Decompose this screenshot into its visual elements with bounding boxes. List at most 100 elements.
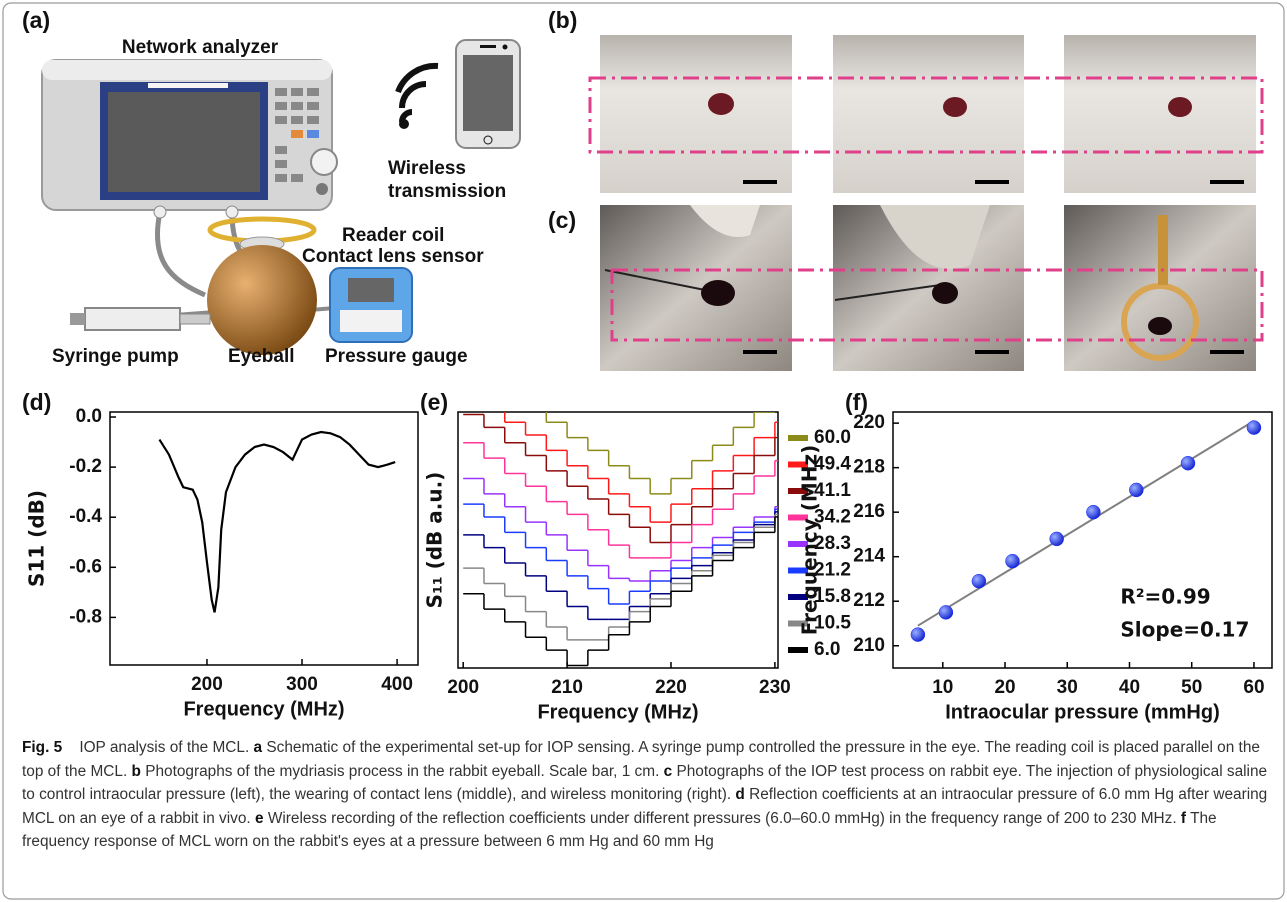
caption-title: IOP analysis of the MCL. <box>79 739 250 756</box>
y-tick-label: 212 <box>853 590 885 611</box>
legend-label: 60.0 <box>814 427 851 448</box>
legend-label: 10.5 <box>814 613 851 634</box>
x-axis-label: Intraocular pressure (mmHg) <box>945 701 1220 723</box>
y-tick-label: -0.4 <box>69 506 102 527</box>
schematic-label: Pressure gauge <box>325 346 468 367</box>
schematic-label: Eyeball <box>228 346 295 367</box>
legend-swatch <box>788 647 808 653</box>
y-axis-label: S₁₁ (dB a.u.) <box>423 472 447 609</box>
caption-item-label: a <box>253 739 263 756</box>
legend-label: 28.3 <box>814 533 851 554</box>
x-tick-label: 20 <box>994 677 1015 698</box>
data-line <box>158 430 396 613</box>
x-tick-label: 10 <box>932 677 953 698</box>
panel-label: (b) <box>548 7 577 33</box>
legend-label: 41.1 <box>814 480 851 501</box>
data-point <box>1086 504 1101 520</box>
data-point <box>938 605 954 620</box>
y-tick-label: -0.6 <box>69 556 102 577</box>
schematic-label: Reader coil <box>342 225 444 246</box>
legend-swatch <box>788 514 808 521</box>
plot-frame <box>109 411 419 666</box>
y-axis-label: S11 (dB) <box>25 490 49 587</box>
caption-item-text: Schematic of the experimental set-up for… <box>22 739 1260 780</box>
data-point <box>910 627 926 642</box>
y-tick-label: 218 <box>853 457 885 478</box>
x-tick-label: 400 <box>381 674 413 695</box>
caption-figure: Fig. 5 <box>22 739 63 756</box>
x-tick-label: 220 <box>655 677 687 698</box>
caption: Fig. 5 IOP analysis of the MCL. a Schema… <box>22 736 1270 854</box>
x-tick-label: 50 <box>1181 677 1202 698</box>
data-point <box>1180 455 1196 471</box>
caption-item-text: Reflection coefficients at an intraocula… <box>22 786 1268 827</box>
annotation: R²=0.99 <box>1120 585 1210 609</box>
legend-label: 6.0 <box>814 639 840 660</box>
panel-label: (d) <box>22 389 51 415</box>
y-tick-label: 214 <box>853 546 885 567</box>
legend-swatch <box>788 594 808 600</box>
caption-item-text: Photographs of the IOP test process on r… <box>22 762 1268 804</box>
schematic-label: Contact lens sensor <box>302 246 484 267</box>
photo-row-b <box>588 35 1264 193</box>
schematic-label: Network analyzer <box>122 37 279 58</box>
caption-item-text: Wireless recording of the reflection coe… <box>267 809 1177 827</box>
y-axis-label: Frequency (MHz) <box>798 445 822 636</box>
y-tick-label: 220 <box>853 412 885 433</box>
data-point <box>1129 482 1144 498</box>
step-series-group <box>463 412 778 667</box>
x-tick-label: 230 <box>759 677 791 698</box>
plot-frame <box>457 411 779 669</box>
x-axis-label: Frequency (MHz) <box>537 701 698 723</box>
fit-line <box>917 420 1255 627</box>
annotation: Slope=0.17 <box>1120 618 1249 642</box>
data-point <box>1049 531 1064 547</box>
y-tick-label: 210 <box>853 635 885 656</box>
x-tick-label: 30 <box>1057 677 1078 698</box>
photo-row-c <box>600 205 1264 371</box>
panel-label: (f) <box>845 389 868 415</box>
y-tick-label: 216 <box>853 501 885 522</box>
y-tick-label: -0.8 <box>69 606 102 627</box>
x-axis-label: Frequency (MHz) <box>183 698 344 720</box>
legend-label: 34.2 <box>814 507 851 528</box>
legend-swatch <box>788 461 808 468</box>
schematic-label: Wireless <box>388 158 466 179</box>
caption-item-label: f <box>1180 809 1187 827</box>
caption-item-label: e <box>254 809 264 827</box>
caption-item-text: The frequency response of MCL worn on th… <box>22 809 1217 851</box>
panel-label: (a) <box>22 7 50 33</box>
legend-swatch <box>788 541 808 547</box>
data-point <box>1246 420 1262 435</box>
x-tick-label: 300 <box>286 674 318 695</box>
legend-label: 15.8 <box>814 586 851 607</box>
panel-label: (c) <box>548 207 576 233</box>
plot-frame <box>892 411 1273 669</box>
y-tick-label: 0.0 <box>76 406 102 427</box>
x-tick-label: 60 <box>1243 677 1264 698</box>
legend-label: 49.4 <box>814 454 851 475</box>
data-point <box>1005 553 1020 569</box>
x-tick-label: 200 <box>191 674 223 695</box>
x-tick-label: 40 <box>1119 677 1140 698</box>
legend-swatch <box>788 567 808 574</box>
y-tick-label: -0.2 <box>69 456 102 477</box>
caption-item-label: c <box>663 762 673 780</box>
legend-label: 21.2 <box>814 560 851 581</box>
legend-swatch <box>788 435 808 441</box>
panel-label: (e) <box>420 389 448 415</box>
caption-item-label: b <box>131 762 141 780</box>
legend-swatch <box>788 620 808 627</box>
x-tick-label: 200 <box>447 677 479 698</box>
schematic-label: Syringe pump <box>52 346 179 367</box>
caption-item-text: Photographs of the mydriasis process in … <box>145 762 660 780</box>
charts: 200 300 400 0.0 -0.2 -0.4 -0.6 -0.8 Frequency (M… <box>25 406 1273 723</box>
schematic <box>41 39 521 355</box>
caption-item-label: d <box>735 786 745 803</box>
x-tick-label: 210 <box>551 677 583 698</box>
data-point <box>971 573 987 589</box>
legend-swatch <box>788 488 808 494</box>
